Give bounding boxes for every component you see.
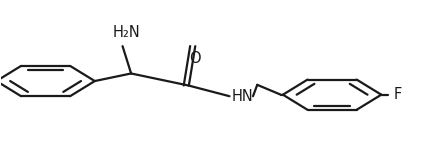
- Text: HN: HN: [232, 90, 254, 104]
- Text: F: F: [393, 87, 402, 102]
- Text: H₂N: H₂N: [113, 25, 141, 40]
- Text: O: O: [190, 51, 201, 66]
